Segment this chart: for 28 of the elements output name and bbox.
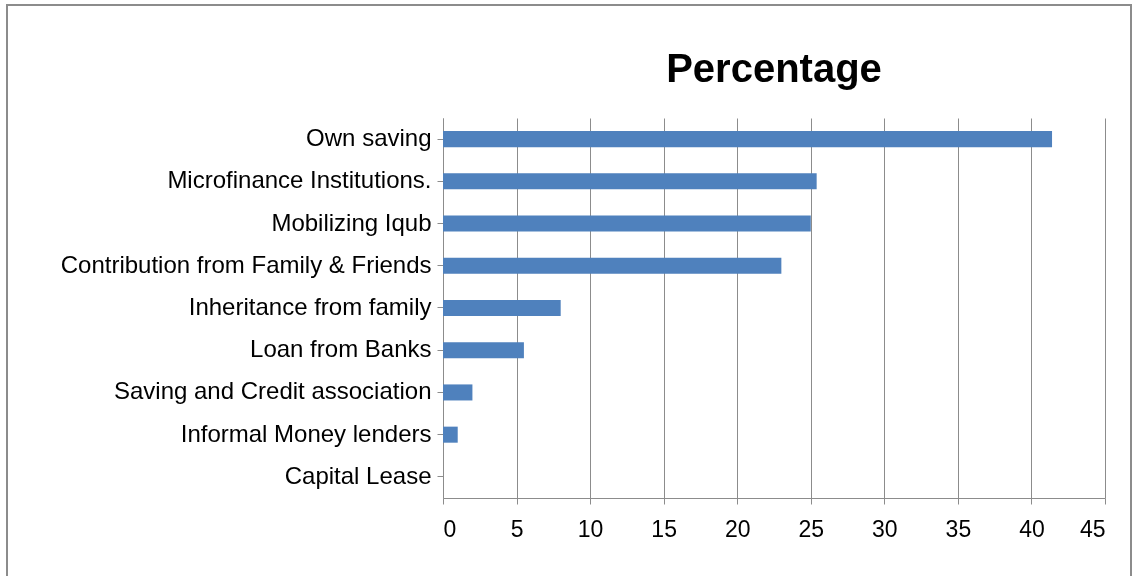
bar	[443, 173, 817, 190]
x-tick-label: 5	[510, 515, 524, 542]
bar	[443, 426, 458, 443]
x-tick-label: 20	[724, 515, 751, 542]
x-tick-label: 35	[945, 515, 972, 542]
x-tick-label: 45	[1079, 515, 1106, 542]
y-tick-label: Mobilizing Iqub	[271, 208, 432, 236]
x-tick-label: 15	[651, 515, 677, 542]
bar	[443, 384, 473, 401]
y-tick-label: Contribution from Family & Friends	[60, 250, 432, 278]
y-tick-label: Inheritance from family	[188, 293, 432, 320]
x-tick-label: 25	[798, 515, 825, 542]
y-tick-label: Informal Money lenders	[180, 419, 432, 447]
bar	[443, 257, 782, 274]
x-tick-label: 10	[577, 515, 604, 542]
bar	[443, 342, 524, 359]
y-tick-label: Microfinance Institutions.	[167, 166, 432, 194]
y-tick-label: Saving and Credit association	[113, 377, 432, 405]
y-tick-label: Own saving	[306, 124, 432, 152]
x-tick-label: 30	[872, 515, 898, 542]
x-tick-label: 40	[1019, 515, 1045, 542]
bar	[443, 299, 561, 317]
y-tick-label: Capital Lease	[284, 461, 432, 489]
chart-title: Percentage	[666, 46, 882, 90]
bar	[443, 215, 811, 232]
y-tick-label: Loan from Banks	[250, 335, 432, 363]
bar	[443, 131, 1053, 148]
x-tick-label: 0	[443, 515, 457, 542]
